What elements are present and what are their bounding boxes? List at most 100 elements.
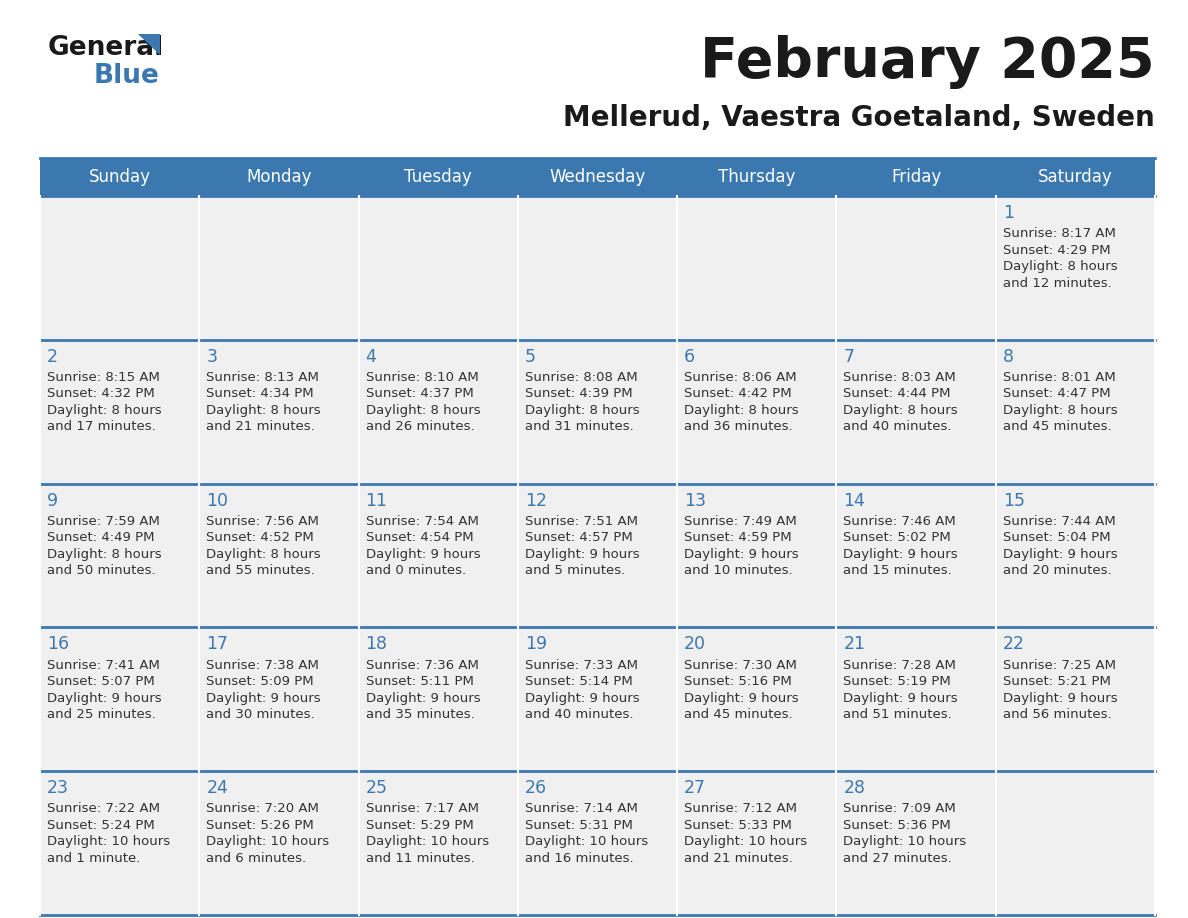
- Text: 18: 18: [366, 635, 387, 654]
- Text: Sunrise: 7:41 AM: Sunrise: 7:41 AM: [48, 658, 160, 671]
- Text: Daylight: 8 hours: Daylight: 8 hours: [366, 404, 480, 417]
- Text: and 36 minutes.: and 36 minutes.: [684, 420, 792, 433]
- Text: Sunset: 5:21 PM: Sunset: 5:21 PM: [1003, 675, 1111, 688]
- Text: Daylight: 8 hours: Daylight: 8 hours: [207, 548, 321, 561]
- Text: Sunrise: 7:36 AM: Sunrise: 7:36 AM: [366, 658, 479, 671]
- Text: Daylight: 8 hours: Daylight: 8 hours: [48, 548, 162, 561]
- Text: Daylight: 8 hours: Daylight: 8 hours: [684, 404, 798, 417]
- Text: Monday: Monday: [246, 168, 311, 186]
- Text: and 25 minutes.: and 25 minutes.: [48, 708, 156, 721]
- Text: Sunrise: 7:49 AM: Sunrise: 7:49 AM: [684, 515, 797, 528]
- Text: Sunrise: 7:51 AM: Sunrise: 7:51 AM: [525, 515, 638, 528]
- Text: 7: 7: [843, 348, 854, 365]
- Text: 15: 15: [1003, 492, 1025, 509]
- Text: and 11 minutes.: and 11 minutes.: [366, 852, 474, 865]
- Text: Daylight: 8 hours: Daylight: 8 hours: [48, 404, 162, 417]
- Text: Daylight: 8 hours: Daylight: 8 hours: [1003, 260, 1118, 273]
- Text: 5: 5: [525, 348, 536, 365]
- Text: 20: 20: [684, 635, 706, 654]
- Text: Sunrise: 8:03 AM: Sunrise: 8:03 AM: [843, 371, 956, 384]
- Text: 4: 4: [366, 348, 377, 365]
- Bar: [518, 196, 677, 340]
- Text: 3: 3: [207, 348, 217, 365]
- Text: Sunset: 5:04 PM: Sunset: 5:04 PM: [1003, 532, 1111, 544]
- Text: Daylight: 9 hours: Daylight: 9 hours: [843, 691, 958, 704]
- Text: Thursday: Thursday: [718, 168, 796, 186]
- Text: Sunset: 4:52 PM: Sunset: 4:52 PM: [207, 532, 314, 544]
- Text: Sunrise: 7:30 AM: Sunrise: 7:30 AM: [684, 658, 797, 671]
- Text: Sunset: 5:33 PM: Sunset: 5:33 PM: [684, 819, 792, 832]
- Text: Sunrise: 7:09 AM: Sunrise: 7:09 AM: [843, 802, 956, 815]
- Text: Daylight: 9 hours: Daylight: 9 hours: [1003, 548, 1118, 561]
- Text: 13: 13: [684, 492, 706, 509]
- Text: and 17 minutes.: and 17 minutes.: [48, 420, 156, 433]
- Text: Sunset: 4:57 PM: Sunset: 4:57 PM: [525, 532, 632, 544]
- Text: 26: 26: [525, 779, 546, 797]
- Text: 1: 1: [1003, 204, 1013, 222]
- Text: 19: 19: [525, 635, 546, 654]
- Text: Daylight: 9 hours: Daylight: 9 hours: [525, 548, 639, 561]
- Text: Daylight: 8 hours: Daylight: 8 hours: [843, 404, 958, 417]
- Text: Sunset: 5:14 PM: Sunset: 5:14 PM: [525, 675, 632, 688]
- Text: Sunset: 4:47 PM: Sunset: 4:47 PM: [1003, 387, 1111, 400]
- Text: Daylight: 10 hours: Daylight: 10 hours: [525, 835, 647, 848]
- Text: Daylight: 10 hours: Daylight: 10 hours: [366, 835, 488, 848]
- Text: Sunset: 5:07 PM: Sunset: 5:07 PM: [48, 675, 154, 688]
- Text: Sunset: 5:26 PM: Sunset: 5:26 PM: [207, 819, 314, 832]
- Text: Daylight: 8 hours: Daylight: 8 hours: [207, 404, 321, 417]
- Text: 22: 22: [1003, 635, 1025, 654]
- Text: and 40 minutes.: and 40 minutes.: [525, 708, 633, 721]
- Text: Sunrise: 8:08 AM: Sunrise: 8:08 AM: [525, 371, 638, 384]
- Bar: [677, 627, 836, 771]
- Bar: [518, 627, 677, 771]
- Text: Daylight: 9 hours: Daylight: 9 hours: [525, 691, 639, 704]
- Text: Daylight: 10 hours: Daylight: 10 hours: [684, 835, 808, 848]
- Text: Sunset: 5:09 PM: Sunset: 5:09 PM: [207, 675, 314, 688]
- Text: 24: 24: [207, 779, 228, 797]
- Text: and 10 minutes.: and 10 minutes.: [684, 565, 792, 577]
- Bar: [996, 771, 1155, 915]
- Text: and 40 minutes.: and 40 minutes.: [843, 420, 952, 433]
- Bar: [359, 196, 518, 340]
- Text: and 16 minutes.: and 16 minutes.: [525, 852, 633, 865]
- Bar: [200, 196, 359, 340]
- Text: 21: 21: [843, 635, 865, 654]
- Bar: [200, 771, 359, 915]
- Text: Sunset: 4:54 PM: Sunset: 4:54 PM: [366, 532, 473, 544]
- Text: and 21 minutes.: and 21 minutes.: [207, 420, 315, 433]
- Text: Sunrise: 7:59 AM: Sunrise: 7:59 AM: [48, 515, 160, 528]
- Text: Sunset: 5:29 PM: Sunset: 5:29 PM: [366, 819, 473, 832]
- Text: Sunrise: 7:25 AM: Sunrise: 7:25 AM: [1003, 658, 1116, 671]
- Text: February 2025: February 2025: [701, 35, 1155, 89]
- Bar: [40, 484, 200, 627]
- Text: and 27 minutes.: and 27 minutes.: [843, 852, 952, 865]
- Text: 17: 17: [207, 635, 228, 654]
- Bar: [200, 627, 359, 771]
- Text: Sunrise: 7:22 AM: Sunrise: 7:22 AM: [48, 802, 160, 815]
- Text: Sunday: Sunday: [89, 168, 151, 186]
- Polygon shape: [138, 34, 160, 55]
- Text: 23: 23: [48, 779, 69, 797]
- Text: Blue: Blue: [94, 63, 160, 89]
- Text: Sunset: 5:36 PM: Sunset: 5:36 PM: [843, 819, 952, 832]
- Text: Daylight: 9 hours: Daylight: 9 hours: [366, 691, 480, 704]
- Text: and 26 minutes.: and 26 minutes.: [366, 420, 474, 433]
- Bar: [40, 196, 200, 340]
- Bar: [359, 340, 518, 484]
- Text: Sunset: 5:31 PM: Sunset: 5:31 PM: [525, 819, 633, 832]
- Text: Daylight: 9 hours: Daylight: 9 hours: [207, 691, 321, 704]
- Bar: [677, 484, 836, 627]
- Bar: [359, 484, 518, 627]
- Text: Sunrise: 8:13 AM: Sunrise: 8:13 AM: [207, 371, 320, 384]
- Text: and 21 minutes.: and 21 minutes.: [684, 852, 792, 865]
- Text: Sunrise: 7:46 AM: Sunrise: 7:46 AM: [843, 515, 956, 528]
- Text: Sunrise: 7:28 AM: Sunrise: 7:28 AM: [843, 658, 956, 671]
- Text: and 12 minutes.: and 12 minutes.: [1003, 276, 1112, 289]
- Text: Sunset: 4:44 PM: Sunset: 4:44 PM: [843, 387, 950, 400]
- Text: Sunrise: 8:06 AM: Sunrise: 8:06 AM: [684, 371, 797, 384]
- Text: Daylight: 8 hours: Daylight: 8 hours: [525, 404, 639, 417]
- Text: Sunset: 4:39 PM: Sunset: 4:39 PM: [525, 387, 632, 400]
- Bar: [996, 340, 1155, 484]
- Bar: [836, 627, 996, 771]
- Text: Sunset: 5:24 PM: Sunset: 5:24 PM: [48, 819, 154, 832]
